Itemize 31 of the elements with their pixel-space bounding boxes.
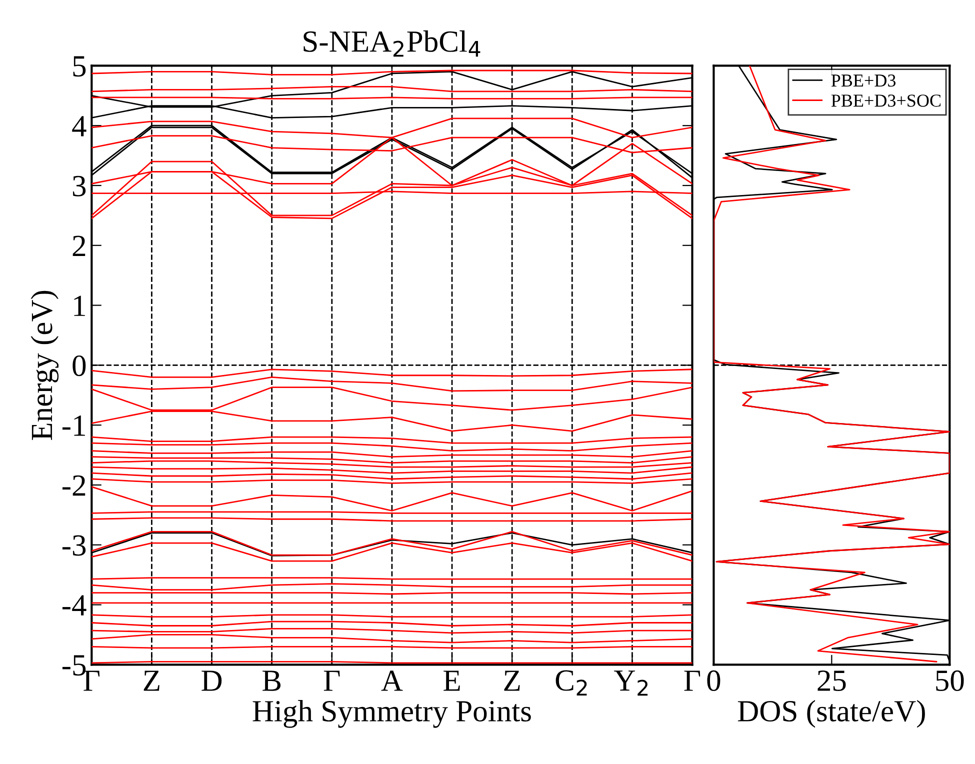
y-axis-title: Energy (eV) bbox=[30, 290, 59, 440]
x-tick-label: B bbox=[262, 670, 281, 691]
y-tick-label: 2 bbox=[72, 236, 86, 256]
x-tick-label: Z bbox=[144, 670, 160, 691]
x-tick-label: D bbox=[202, 670, 222, 691]
y-tick-label: -3 bbox=[62, 535, 86, 556]
y-tick-label: 3 bbox=[72, 176, 86, 196]
x-tick-label: 50 bbox=[936, 670, 964, 692]
y-tick-label: -2 bbox=[62, 475, 86, 496]
x-tick-label: 0 bbox=[707, 670, 720, 692]
x-tick-label: Z bbox=[504, 670, 520, 691]
x-tick-label: Γ bbox=[84, 670, 100, 691]
x-axis-title: DOS (state/eV) bbox=[738, 700, 925, 728]
legend-label: PBE+D3+SOC bbox=[831, 94, 941, 107]
chart-title: S-NEA$_{2}$PbCl$_{4}$ bbox=[304, 30, 480, 57]
x-tick-label: Y$_{2}$ bbox=[614, 670, 648, 696]
x-axis-title: High Symmetry Points bbox=[252, 700, 531, 728]
y-tick-label: 0 bbox=[72, 355, 86, 376]
x-tick-label: 25 bbox=[818, 670, 846, 692]
y-tick-label: 1 bbox=[74, 296, 85, 316]
x-tick-label: A bbox=[381, 670, 403, 691]
x-tick-label: E bbox=[444, 670, 460, 691]
y-tick-label: -4 bbox=[62, 595, 86, 616]
x-tick-label: Γ bbox=[684, 670, 700, 691]
y-tick-label: 5 bbox=[73, 56, 86, 77]
y-tick-label: -1 bbox=[62, 416, 85, 436]
x-tick-label: Γ bbox=[324, 670, 340, 691]
legend-label: PBE+D3 bbox=[831, 74, 896, 87]
x-tick-label: C$_{2}$ bbox=[556, 670, 587, 696]
y-tick-label: -5 bbox=[62, 655, 86, 676]
y-tick-label: 4 bbox=[72, 116, 86, 136]
